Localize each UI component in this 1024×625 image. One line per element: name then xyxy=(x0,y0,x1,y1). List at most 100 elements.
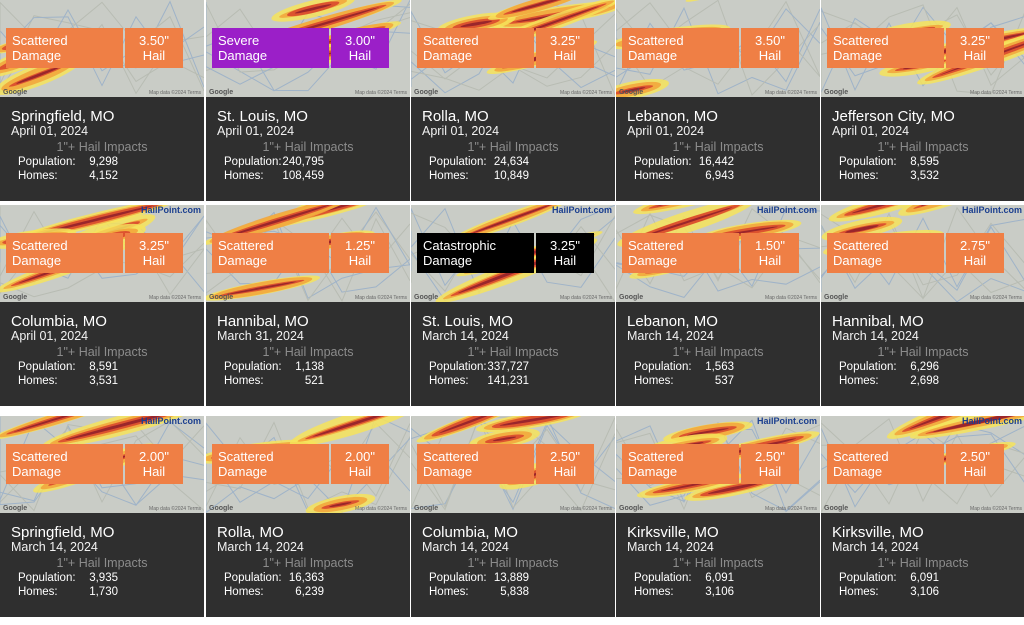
population-label: Population: xyxy=(429,361,487,373)
hail-swath-map: HailPoint.com Google Map data ©2024 Terms S… xyxy=(0,416,204,513)
population-label: Population: xyxy=(429,572,487,584)
report-date: March 14, 2024 xyxy=(422,329,509,343)
hail-swath-map: HailPoint.com Google Map data ©2024 Terms S… xyxy=(616,416,820,513)
hail-report-card[interactable]: Google Map data ©2024 Terms Scattered Damag… xyxy=(616,0,820,201)
google-watermark: Google xyxy=(3,505,28,512)
damage-level-badge: Scattered Damage xyxy=(827,233,944,273)
city-name: Springfield, MO xyxy=(11,524,115,541)
population-label: Population: xyxy=(18,572,76,584)
city-name: Rolla, MO xyxy=(422,108,489,125)
hailpoint-logo: HailPoint.com xyxy=(140,205,201,215)
hail-report-card[interactable]: HailPoint.com Google Map data ©2024 Terms S… xyxy=(616,416,820,617)
impacts-label: 1"+ Hail Impacts xyxy=(877,140,969,154)
population-label: Population: xyxy=(839,156,897,168)
damage-level-badge: Scattered Damage xyxy=(622,233,739,273)
hail-size-badge: 1.25" Hail xyxy=(331,233,389,273)
population-label: Population: xyxy=(224,156,282,168)
map-terms: Map data ©2024 Terms xyxy=(765,506,817,512)
homes-label: Homes: xyxy=(634,170,674,182)
city-name: Columbia, MO xyxy=(422,524,518,541)
report-date: March 14, 2024 xyxy=(422,540,509,554)
hail-swath-map: HailPoint.com Google Map data ©2024 Terms S… xyxy=(821,416,1024,513)
hail-swath-map: Google Map data ©2024 Terms Scattered Damag… xyxy=(616,0,820,97)
map-terms: Map data ©2024 Terms xyxy=(970,295,1022,301)
hailpoint-logo: HailPoint.com xyxy=(961,205,1022,215)
report-date: March 31, 2024 xyxy=(217,329,304,343)
hail-report-card[interactable]: Google Map data ©2024 Terms Scattered Damag… xyxy=(206,205,410,406)
homes-label: Homes: xyxy=(839,375,879,387)
hail-report-card[interactable]: HailPoint.com Google Map data ©2024 Terms C… xyxy=(411,205,615,406)
hail-report-card[interactable]: HailPoint.com Google Map data ©2024 Terms S… xyxy=(821,205,1024,406)
report-date: April 01, 2024 xyxy=(627,124,705,138)
hail-report-card[interactable]: Google Map data ©2024 Terms Scattered Damag… xyxy=(206,416,410,617)
hail-swath-map: HailPoint.com Google Map data ©2024 Terms S… xyxy=(616,205,820,302)
homes-value: 1,730 xyxy=(89,586,118,598)
damage-level-badge: Scattered Damage xyxy=(417,444,534,484)
hail-size-badge: 2.50" Hail xyxy=(536,444,594,484)
hail-swath-map: Google Map data ©2024 Terms Scattered Damag… xyxy=(0,0,204,97)
map-terms: Map data ©2024 Terms xyxy=(355,90,407,96)
homes-label: Homes: xyxy=(224,375,264,387)
population-label: Population: xyxy=(634,361,692,373)
homes-value: 6,943 xyxy=(705,170,734,182)
hail-report-card[interactable]: Google Map data ©2024 Terms Scattered Damag… xyxy=(411,0,615,201)
homes-value: 141,231 xyxy=(487,375,529,387)
hail-size-badge: 3.25" Hail xyxy=(536,233,594,273)
hail-report-card[interactable]: HailPoint.com Google Map data ©2024 Terms S… xyxy=(616,205,820,406)
homes-value: 3,531 xyxy=(89,375,118,387)
population-label: Population: xyxy=(429,156,487,168)
google-watermark: Google xyxy=(414,294,439,301)
google-watermark: Google xyxy=(209,89,234,96)
city-name: Hannibal, MO xyxy=(832,313,924,330)
hail-size-badge: 3.25" Hail xyxy=(125,233,183,273)
hailpoint-logo: HailPoint.com xyxy=(140,416,201,426)
hail-size-badge: 3.25" Hail xyxy=(946,28,1004,68)
hail-report-card[interactable]: HailPoint.com Google Map data ©2024 Terms S… xyxy=(821,416,1024,617)
report-date: March 14, 2024 xyxy=(832,540,919,554)
map-terms: Map data ©2024 Terms xyxy=(149,506,201,512)
report-date: March 14, 2024 xyxy=(217,540,304,554)
population-value: 8,595 xyxy=(910,156,939,168)
population-label: Population: xyxy=(224,361,282,373)
city-name: Lebanon, MO xyxy=(627,313,718,330)
population-value: 9,298 xyxy=(89,156,118,168)
population-label: Population: xyxy=(18,156,76,168)
damage-level-badge: Scattered Damage xyxy=(6,444,123,484)
google-watermark: Google xyxy=(619,294,644,301)
city-name: Rolla, MO xyxy=(217,524,284,541)
population-value: 1,138 xyxy=(295,361,324,373)
homes-value: 10,849 xyxy=(493,170,529,182)
city-name: Columbia, MO xyxy=(11,313,107,330)
report-date: March 14, 2024 xyxy=(832,329,919,343)
google-watermark: Google xyxy=(209,294,234,301)
population-value: 240,795 xyxy=(282,156,324,168)
hail-swath-map: HailPoint.com Google Map data ©2024 Terms C… xyxy=(411,205,615,302)
hail-swath-map: Google Map data ©2024 Terms Scattered Damag… xyxy=(206,205,410,302)
city-name: Jefferson City, MO xyxy=(832,108,955,125)
map-background xyxy=(616,205,820,298)
map-terms: Map data ©2024 Terms xyxy=(149,295,201,301)
impacts-label: 1"+ Hail Impacts xyxy=(467,345,559,359)
homes-label: Homes: xyxy=(839,170,879,182)
hail-swath-map: Google Map data ©2024 Terms Scattered Damag… xyxy=(821,0,1024,97)
population-label: Population: xyxy=(634,572,692,584)
hail-report-card[interactable]: Google Map data ©2024 Terms Severe Damage 3.… xyxy=(206,0,410,201)
hail-swath-map: Google Map data ©2024 Terms Scattered Damag… xyxy=(411,416,615,513)
hail-report-card[interactable]: Google Map data ©2024 Terms Scattered Damag… xyxy=(821,0,1024,201)
map-terms: Map data ©2024 Terms xyxy=(355,295,407,301)
hail-report-card[interactable]: HailPoint.com Google Map data ©2024 Terms S… xyxy=(0,416,204,617)
city-name: St. Louis, MO xyxy=(217,108,308,125)
damage-level-badge: Scattered Damage xyxy=(622,28,739,68)
hail-size-badge: 2.50" Hail xyxy=(741,444,799,484)
hail-report-card[interactable]: HailPoint.com Google Map data ©2024 Terms S… xyxy=(0,205,204,406)
google-watermark: Google xyxy=(209,505,234,512)
hail-report-card[interactable]: Google Map data ©2024 Terms Scattered Damag… xyxy=(0,0,204,201)
report-date: April 01, 2024 xyxy=(422,124,500,138)
hail-report-card[interactable]: Google Map data ©2024 Terms Scattered Damag… xyxy=(411,416,615,617)
impacts-label: 1"+ Hail Impacts xyxy=(672,556,764,570)
homes-value: 3,106 xyxy=(705,586,734,598)
map-terms: Map data ©2024 Terms xyxy=(560,295,612,301)
report-date: March 14, 2024 xyxy=(627,329,714,343)
google-watermark: Google xyxy=(3,294,28,301)
